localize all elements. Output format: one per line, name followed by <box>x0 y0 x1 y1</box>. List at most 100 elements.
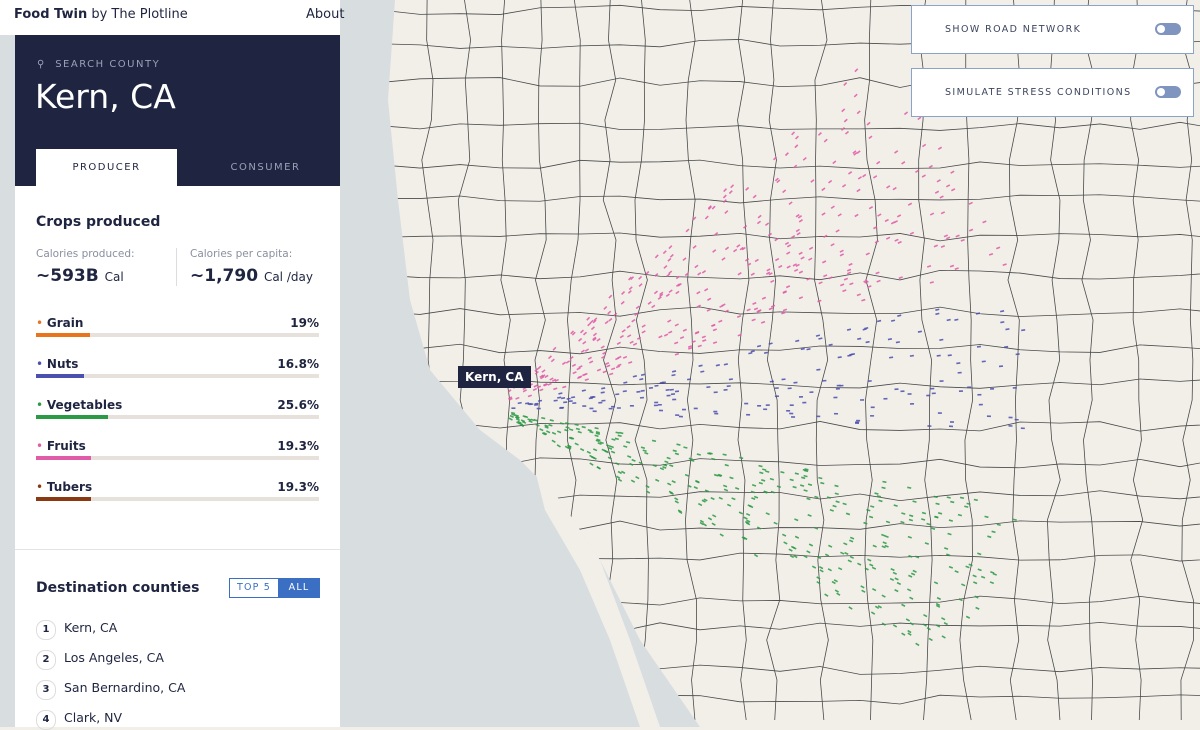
flow-dash <box>558 393 562 394</box>
flow-dash <box>950 502 954 503</box>
stat: Calories produced: ~593B Cal <box>36 248 135 286</box>
about-link[interactable]: About <box>306 7 344 22</box>
flow-dash <box>595 428 599 429</box>
flow-dash <box>948 533 952 534</box>
switch[interactable] <box>1155 23 1181 35</box>
flow-dash <box>987 536 991 537</box>
crop-dot: • <box>36 357 47 371</box>
flow-dash <box>901 513 905 514</box>
flow-dash <box>909 520 913 521</box>
flow-dash <box>882 487 886 488</box>
flow-dash <box>838 357 842 358</box>
flow-dash <box>866 510 870 511</box>
flow-dash <box>1013 519 1017 520</box>
flow-dash <box>687 379 691 380</box>
flow-dash <box>964 506 968 507</box>
flow-dash <box>814 496 818 497</box>
switch[interactable] <box>1155 86 1181 98</box>
crops-title: Crops produced <box>36 214 160 230</box>
search-label: SEARCH COUNTY <box>55 59 160 70</box>
crop-name: Nuts <box>47 357 78 371</box>
crop-track <box>36 374 319 378</box>
flow-dash <box>804 490 808 491</box>
flow-dash <box>948 355 952 356</box>
divider <box>15 549 340 550</box>
crop-bar <box>36 333 90 337</box>
flow-dash <box>927 523 931 524</box>
top5-filter[interactable]: TOP 5 <box>229 578 279 598</box>
flow-dash <box>934 516 938 517</box>
flow-dash <box>1003 264 1007 265</box>
destinations-title: Destination counties <box>36 580 199 596</box>
stat-number: ~593B <box>36 266 99 286</box>
brand[interactable]: Food Twin by The Plotline <box>14 7 188 22</box>
flow-dash <box>808 484 812 485</box>
all-filter[interactable]: ALL <box>278 578 320 598</box>
flow-dash <box>935 309 939 310</box>
crop-dot: • <box>36 316 47 330</box>
flow-dash <box>716 365 720 366</box>
crop-track <box>36 456 319 460</box>
separator <box>176 248 177 286</box>
flow-dash <box>515 415 519 416</box>
flow-dash <box>677 444 681 445</box>
flow-dash <box>790 479 794 480</box>
consumer-tab[interactable]: CONSUMER <box>195 149 336 186</box>
top-bar: Food Twin by The Plotline About <box>0 0 340 35</box>
flow-dash <box>619 433 623 434</box>
flow-dash <box>985 516 989 517</box>
flow-dash <box>511 413 515 414</box>
flow-dash <box>724 364 728 365</box>
flow-dash <box>565 423 569 424</box>
flow-dash <box>723 454 727 455</box>
flow-dash <box>947 320 951 321</box>
flow-dash <box>689 458 693 459</box>
map-county-label: Kern, CA <box>458 366 531 388</box>
flow-dash <box>877 321 881 322</box>
side-panel: Crops produced Calories produced: ~593B … <box>15 186 340 727</box>
byline: by The Plotline <box>91 7 187 22</box>
flow-dash <box>769 343 773 344</box>
flow-dash <box>931 528 935 529</box>
stress-toggle[interactable]: SIMULATE STRESS CONDITIONS <box>911 68 1194 117</box>
flow-dash <box>609 373 613 374</box>
search-county[interactable]: ⚲ SEARCH COUNTY <box>37 59 160 70</box>
flow-dash <box>576 428 580 429</box>
county-header: ⚲ SEARCH COUNTY Kern, CA PRODUCER CONSUM… <box>15 35 340 186</box>
flow-dash <box>818 478 822 479</box>
stat-unit: Cal /day <box>264 270 313 284</box>
flow-dash <box>960 497 964 498</box>
flow-dash <box>601 392 605 393</box>
flow-dash <box>795 340 799 341</box>
crop-share: 19% <box>290 316 319 330</box>
flow-dash <box>672 371 676 372</box>
flow-dash <box>652 440 656 441</box>
flow-dash <box>616 432 620 433</box>
flow-dash <box>879 500 883 501</box>
flow-dash <box>851 354 855 355</box>
flow-dash <box>875 493 879 494</box>
flow-dash <box>967 503 971 504</box>
road-toggle[interactable]: SHOW ROAD NETWORK <box>911 5 1194 54</box>
flow-dash <box>641 374 645 375</box>
flow-dash <box>575 424 579 425</box>
flow-dash <box>896 342 900 343</box>
flow-dash <box>877 496 881 497</box>
flow-dash <box>935 313 939 314</box>
flow-dash <box>800 485 804 486</box>
flow-dash <box>938 513 942 514</box>
crop-dot: • <box>36 398 47 412</box>
crop-bar <box>36 456 91 460</box>
producer-tab[interactable]: PRODUCER <box>36 149 177 186</box>
flow-dash <box>633 376 637 377</box>
knob <box>1157 88 1165 96</box>
flow-dash <box>888 339 892 340</box>
flow-dash <box>711 459 715 460</box>
flow-dash <box>757 346 761 347</box>
